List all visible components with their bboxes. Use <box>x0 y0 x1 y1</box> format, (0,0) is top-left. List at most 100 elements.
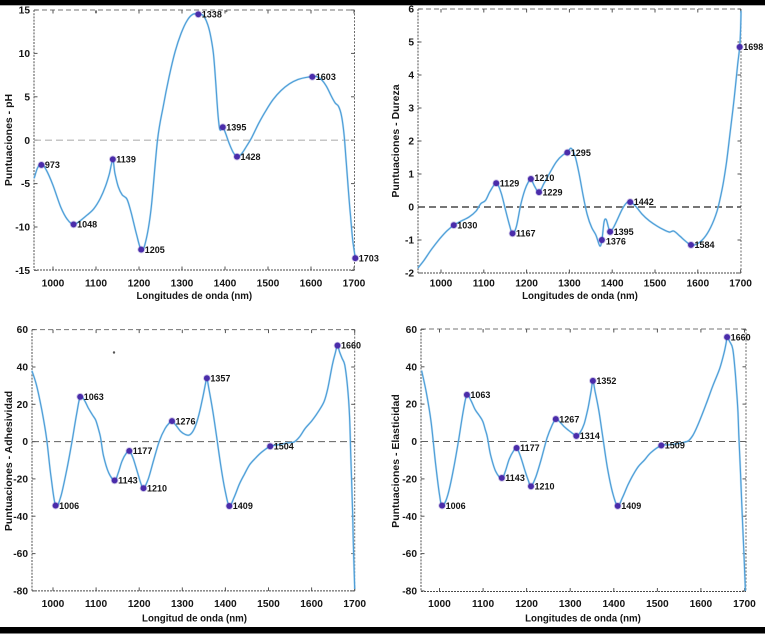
svg-text:-60: -60 <box>402 549 417 560</box>
svg-text:2: 2 <box>408 137 414 148</box>
svg-text:1500: 1500 <box>644 278 667 289</box>
svg-text:1006: 1006 <box>446 501 466 511</box>
svg-text:60: 60 <box>406 325 418 336</box>
svg-text:20: 20 <box>406 400 418 411</box>
svg-text:-20: -20 <box>402 475 417 486</box>
svg-text:1300: 1300 <box>558 278 581 289</box>
svg-text:-80: -80 <box>402 587 417 598</box>
svg-text:1700: 1700 <box>729 278 752 289</box>
svg-text:-60: -60 <box>13 549 28 560</box>
svg-text:-1: -1 <box>405 236 414 247</box>
svg-text:1400: 1400 <box>214 278 237 289</box>
svg-text:1143: 1143 <box>118 476 138 486</box>
svg-text:1338: 1338 <box>202 10 222 20</box>
svg-text:1000: 1000 <box>430 278 453 289</box>
svg-text:1006: 1006 <box>59 501 79 511</box>
svg-text:1200: 1200 <box>128 599 151 610</box>
svg-text:1210: 1210 <box>147 483 167 493</box>
svg-text:1409: 1409 <box>233 501 253 511</box>
svg-text:Puntuaciones - Dureza: Puntuaciones - Dureza <box>390 84 402 197</box>
svg-text:3: 3 <box>408 104 414 115</box>
svg-text:1500: 1500 <box>257 599 280 610</box>
svg-text:10: 10 <box>19 49 31 60</box>
svg-text:1500: 1500 <box>646 599 669 610</box>
svg-text:1660: 1660 <box>731 332 751 342</box>
svg-text:1442: 1442 <box>634 197 654 207</box>
svg-text:1509: 1509 <box>665 441 685 451</box>
svg-text:1100: 1100 <box>473 278 495 289</box>
svg-text:-2: -2 <box>405 269 414 280</box>
svg-text:1300: 1300 <box>171 278 194 289</box>
svg-text:1063: 1063 <box>470 390 490 400</box>
svg-text:1409: 1409 <box>621 501 641 511</box>
svg-text:1700: 1700 <box>343 278 366 289</box>
svg-text:1063: 1063 <box>84 392 104 402</box>
svg-text:1200: 1200 <box>515 599 538 610</box>
svg-text:1600: 1600 <box>300 278 323 289</box>
svg-text:1210: 1210 <box>535 482 555 492</box>
svg-text:1167: 1167 <box>516 229 536 239</box>
svg-text:1000: 1000 <box>42 278 65 289</box>
svg-text:1295: 1295 <box>571 148 591 158</box>
svg-text:Longitud de onda (nm): Longitud de onda (nm) <box>142 613 247 624</box>
svg-text:1700: 1700 <box>343 599 366 610</box>
svg-text:-15: -15 <box>15 266 30 277</box>
svg-text:40: 40 <box>17 363 29 374</box>
svg-text:0: 0 <box>24 136 30 147</box>
svg-text:1: 1 <box>408 170 414 181</box>
svg-text:1584: 1584 <box>695 240 715 250</box>
svg-text:Longitudes de onda (nm): Longitudes de onda (nm) <box>136 291 252 302</box>
svg-text:1376: 1376 <box>606 237 626 247</box>
svg-text:Puntuaciones - Elasticidad: Puntuaciones - Elasticidad <box>390 394 402 528</box>
svg-text:1143: 1143 <box>505 473 525 483</box>
svg-text:1660: 1660 <box>341 341 361 351</box>
svg-text:1276: 1276 <box>176 416 196 426</box>
svg-text:1200: 1200 <box>515 278 538 289</box>
svg-text:1229: 1229 <box>543 187 563 197</box>
svg-text:40: 40 <box>406 362 418 373</box>
svg-text:-40: -40 <box>402 512 417 523</box>
svg-text:1030: 1030 <box>457 220 477 230</box>
svg-text:-20: -20 <box>13 475 28 486</box>
svg-text:1048: 1048 <box>77 220 97 230</box>
svg-text:1300: 1300 <box>559 599 582 610</box>
svg-text:1400: 1400 <box>601 278 624 289</box>
svg-text:-5: -5 <box>21 179 30 190</box>
svg-text:1603: 1603 <box>316 72 336 82</box>
svg-text:15: 15 <box>19 6 31 17</box>
svg-text:Longitudes de onda (nm): Longitudes de onda (nm) <box>522 291 638 302</box>
svg-text:0: 0 <box>408 203 414 214</box>
svg-text:1100: 1100 <box>85 599 107 610</box>
svg-text:1129: 1129 <box>500 178 520 188</box>
svg-text:Puntuaciones - pH: Puntuaciones - pH <box>3 94 15 186</box>
svg-text:-10: -10 <box>15 223 30 234</box>
svg-text:1600: 1600 <box>300 599 323 610</box>
svg-text:1428: 1428 <box>241 152 261 162</box>
svg-text:60: 60 <box>17 325 29 336</box>
svg-text:1210: 1210 <box>534 173 554 183</box>
svg-text:1177: 1177 <box>133 446 153 456</box>
svg-text:973: 973 <box>45 160 60 170</box>
svg-text:Puntuaciones - Adhesividad: Puntuaciones - Adhesividad <box>3 391 15 531</box>
svg-text:1395: 1395 <box>226 122 246 132</box>
svg-text:1314: 1314 <box>580 431 600 441</box>
svg-text:1177: 1177 <box>520 443 540 453</box>
svg-text:1698: 1698 <box>743 42 763 52</box>
svg-text:5: 5 <box>24 92 30 103</box>
svg-text:1000: 1000 <box>42 599 65 610</box>
svg-text:1703: 1703 <box>359 253 379 263</box>
svg-text:1357: 1357 <box>210 373 230 383</box>
svg-text:1400: 1400 <box>214 599 237 610</box>
svg-text:0: 0 <box>411 437 417 448</box>
svg-text:1504: 1504 <box>274 442 294 452</box>
svg-text:1600: 1600 <box>690 599 713 610</box>
svg-text:20: 20 <box>17 400 29 411</box>
svg-text:0: 0 <box>22 437 28 448</box>
svg-text:1200: 1200 <box>128 278 151 289</box>
svg-text:Longitudes de onda (nm): Longitudes de onda (nm) <box>525 613 641 624</box>
svg-text:-80: -80 <box>13 587 28 598</box>
svg-text:1100: 1100 <box>472 599 494 610</box>
svg-text:1100: 1100 <box>85 278 107 289</box>
svg-text:1500: 1500 <box>257 278 280 289</box>
svg-text:-40: -40 <box>13 512 28 523</box>
